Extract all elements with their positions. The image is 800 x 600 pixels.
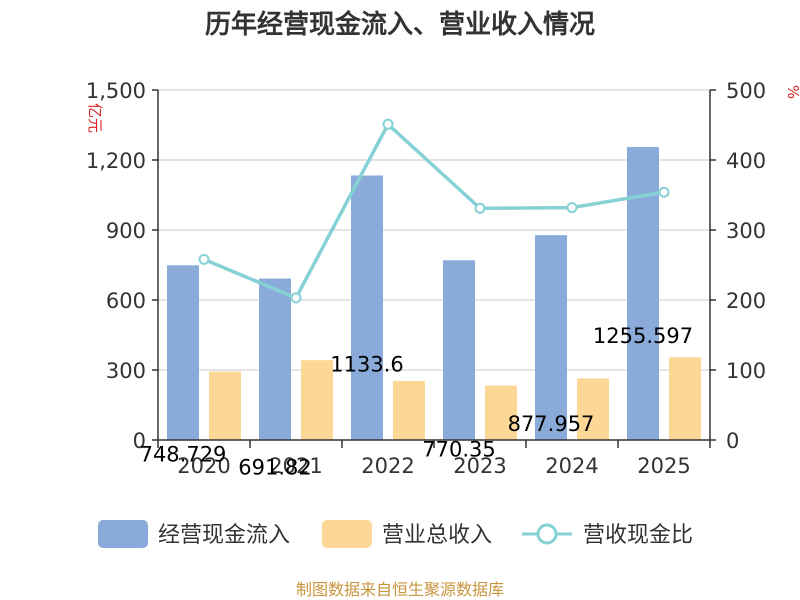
legend-label-revenue: 营业总收入 bbox=[382, 523, 492, 548]
ratio-point bbox=[566, 202, 578, 214]
left-axis-tick-label: 300 bbox=[106, 359, 146, 383]
legend: 经营现金流入 营业总收入 营收现金比 bbox=[98, 520, 693, 548]
ratio-point bbox=[198, 253, 210, 265]
legend-swatch-cash-inflow bbox=[98, 520, 148, 548]
legend-label-ratio: 营收现金比 bbox=[583, 523, 693, 548]
left-axis-tick-label: 1,500 bbox=[86, 79, 146, 103]
left-axis-tick-label: 600 bbox=[106, 289, 146, 313]
bar-cash-inflow bbox=[535, 235, 567, 440]
ratio-point bbox=[658, 186, 670, 198]
left-axis-tick-label: 0 bbox=[133, 429, 146, 453]
bar-revenue bbox=[393, 380, 425, 440]
data-label-cash-inflow: 1255.597 bbox=[593, 324, 693, 348]
legend-label-cash-inflow: 经营现金流入 bbox=[158, 523, 290, 548]
bar-revenue bbox=[301, 360, 333, 440]
bar-cash-inflow bbox=[443, 260, 475, 440]
legend-marker-ratio bbox=[536, 523, 558, 545]
left-axis-tick-label: 900 bbox=[106, 219, 146, 243]
right-axis-tick-label: 0 bbox=[726, 429, 739, 453]
legend-swatch-revenue bbox=[322, 520, 372, 548]
bar-cash-inflow bbox=[627, 147, 659, 441]
bar-revenue bbox=[577, 378, 609, 440]
axes: 0 300 600 900 1,200 1,500 0 100 200 300 400 500 2020… bbox=[86, 79, 766, 478]
right-axis-unit: % bbox=[784, 85, 800, 99]
right-axis-tick-label: 400 bbox=[726, 149, 766, 173]
ratio-point bbox=[290, 292, 302, 304]
right-axis-tick-label: 500 bbox=[726, 79, 766, 103]
x-axis-tick-label: 2024 bbox=[545, 454, 598, 478]
grid-lines bbox=[158, 89, 710, 371]
data-label-cash-inflow: 748.729 bbox=[140, 442, 227, 466]
chart-title: 历年经营现金流入、营业收入情况 bbox=[205, 9, 595, 40]
bar-cash-inflow bbox=[167, 265, 199, 440]
left-axis-unit: 亿元 bbox=[86, 103, 104, 133]
bar-revenue bbox=[669, 357, 701, 440]
ratio-point bbox=[474, 202, 486, 214]
bar-cash-inflow bbox=[259, 278, 291, 440]
ratio-line-path bbox=[203, 121, 665, 301]
right-axis-tick-label: 200 bbox=[726, 289, 766, 313]
data-labels: 748.729 691.82 1133.6 770.35 877.957 1255.597 bbox=[140, 324, 694, 480]
data-label-cash-inflow: 770.35 bbox=[422, 437, 495, 461]
right-axis-tick-label: 300 bbox=[726, 219, 766, 243]
bar-revenue bbox=[485, 385, 517, 440]
x-axis-tick-label: 2021 bbox=[269, 454, 322, 478]
bar-cash-inflow bbox=[351, 175, 383, 440]
x-axis-tick-label: 2022 bbox=[361, 454, 414, 478]
x-axis-tick-label: 2025 bbox=[637, 454, 690, 478]
data-label-cash-inflow: 691.82 bbox=[238, 456, 311, 480]
x-axis-tick-label: 2020 bbox=[177, 454, 230, 478]
ratio-point bbox=[382, 118, 394, 130]
data-label-cash-inflow: 1133.6 bbox=[330, 352, 403, 376]
data-label-cash-inflow: 877.957 bbox=[508, 412, 595, 436]
x-axis-tick-label: 2023 bbox=[453, 454, 506, 478]
right-axis-tick-label: 100 bbox=[726, 359, 766, 383]
source-note: 制图数据来自恒生聚源数据库 bbox=[296, 580, 504, 599]
ratio-line bbox=[198, 118, 670, 304]
left-axis-tick-label: 1,200 bbox=[86, 149, 146, 173]
bars bbox=[167, 147, 701, 441]
bar-revenue bbox=[209, 371, 241, 440]
